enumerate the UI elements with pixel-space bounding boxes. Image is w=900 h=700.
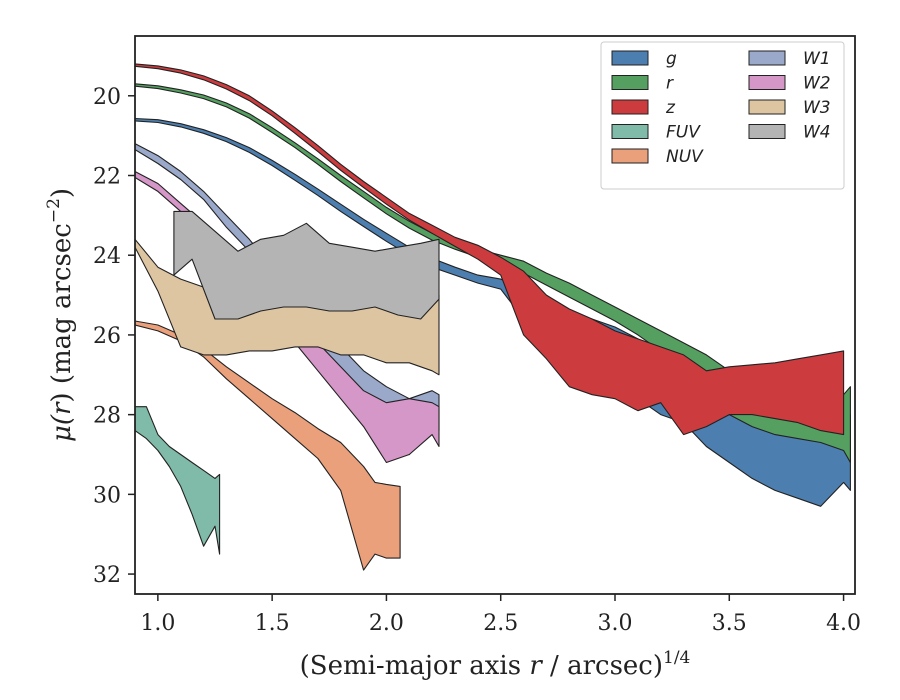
x-axis-ticks: 1.0 1.5 2.0 2.5 3.0 3.5 4.0	[140, 594, 861, 636]
legend-swatch-nuv	[611, 148, 649, 164]
series-band-nuv	[135, 320, 401, 571]
x-tick-label: 3.0	[598, 611, 633, 636]
y-tick-label: 24	[93, 244, 121, 269]
legend-label-g: g	[666, 49, 677, 69]
x-axis-label: (Semi-major axis r / arcsec)1/4	[300, 648, 691, 681]
legend-label-fuv: FUV	[666, 123, 701, 143]
legend-label-w3: W3	[803, 98, 831, 118]
series-band-z	[135, 63, 845, 436]
plot-frame	[134, 35, 856, 595]
y-tick-label: 20	[93, 85, 121, 110]
y-tick-label: 26	[93, 324, 121, 349]
x-tick-label: 1.0	[140, 611, 175, 636]
legend-swatch-w3	[748, 99, 786, 115]
x-tick-label: 4.0	[826, 611, 861, 636]
x-tick-label: 2.0	[369, 611, 404, 636]
legend-label-w2: W2	[803, 74, 831, 94]
series-band-w4	[173, 210, 440, 320]
x-tick-label: 3.5	[712, 611, 747, 636]
y-tick-label: 22	[93, 165, 121, 190]
legend: grz FUV NUV W1 W2 W3 W4	[600, 41, 845, 190]
y-tick-label: 32	[93, 563, 121, 588]
legend-swatch-fuv	[611, 124, 649, 139]
legend-label-z: z	[665, 98, 676, 118]
legend-swatch-z	[611, 99, 649, 115]
x-tick-label: 2.5	[483, 611, 518, 636]
series-band-r	[135, 83, 851, 464]
legend-label-r: r	[666, 74, 674, 94]
legend-label-w4: W4	[803, 123, 831, 143]
y-axis-label: μ(r) (mag arcsec−2)	[44, 188, 77, 442]
series-band-fuv	[135, 406, 221, 555]
legend-label-w1: W1	[803, 49, 831, 69]
legend-swatch-w2	[748, 75, 786, 90]
legend-swatch-g	[611, 50, 649, 66]
y-axis-ticks: 20 22 24 26 28 30 32	[93, 85, 135, 588]
legend-swatch-w4	[748, 124, 786, 139]
legend-label-nuv: NUV	[666, 147, 704, 167]
y-tick-label: 30	[93, 483, 121, 508]
legend-swatch-r	[611, 75, 649, 90]
x-tick-label: 1.5	[255, 611, 290, 636]
series-bands	[135, 63, 851, 571]
y-tick-label: 28	[93, 404, 121, 429]
legend-swatch-w1	[748, 50, 786, 66]
